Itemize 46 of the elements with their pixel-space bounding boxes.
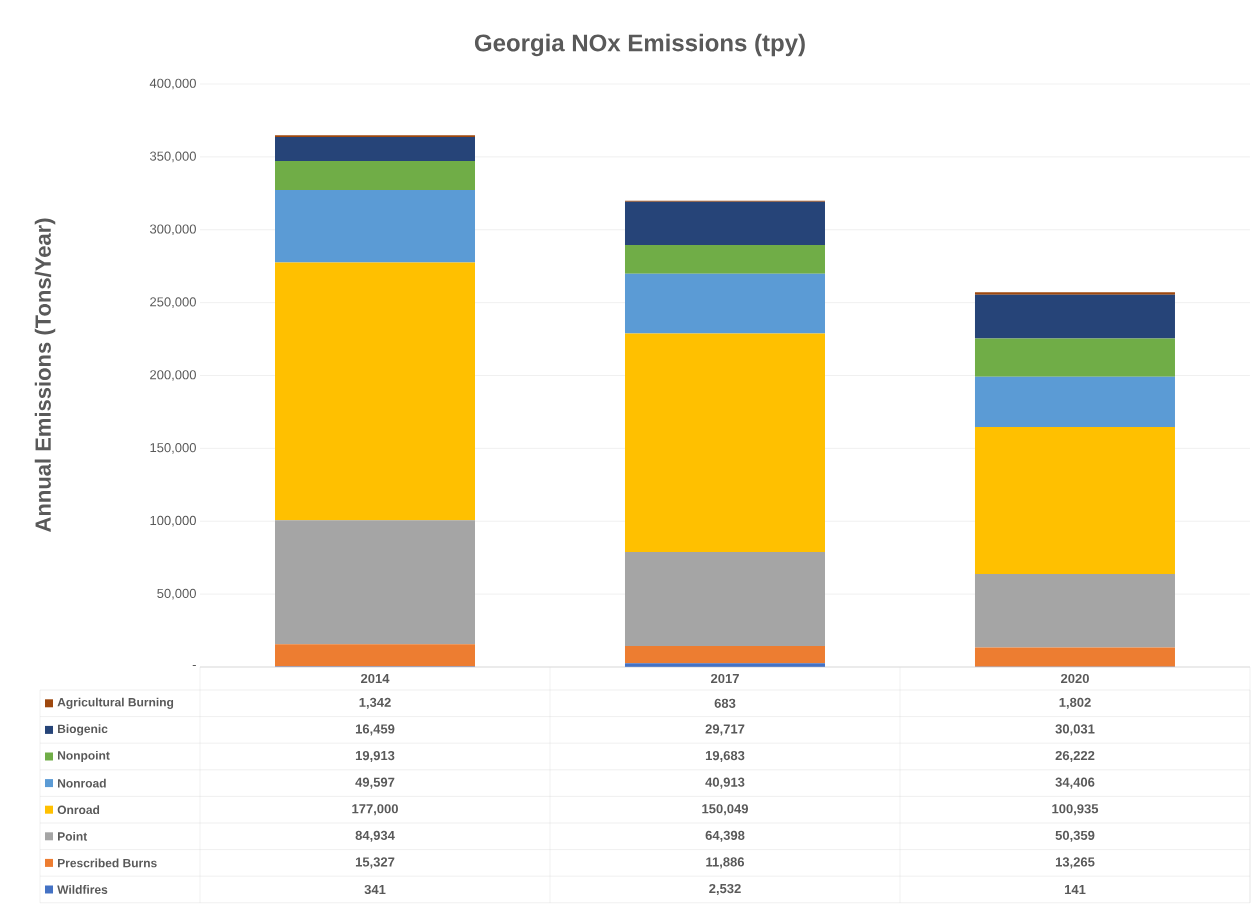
data-label: 29,717 (705, 724, 745, 736)
y-tick-label: 100,000 (150, 515, 196, 527)
legend-label: Nonroad (58, 778, 106, 788)
data-label: 341 (364, 884, 386, 895)
data-label: 15,327 (355, 857, 395, 869)
y-tick-label: 250,000 (150, 297, 196, 308)
legend-label: Prescribed Burns (58, 858, 157, 868)
y-tick-label: 350,000 (149, 151, 196, 163)
data-label: 141 (1064, 885, 1086, 894)
legend-label: Wildfires (57, 885, 108, 894)
y-tick-label: 200,000 (150, 370, 196, 381)
x-tick-label: 2020 (1061, 673, 1089, 684)
data-label: 64,398 (705, 830, 745, 842)
data-label: 13,265 (1055, 857, 1095, 869)
legend-label: Point (58, 831, 88, 841)
data-label: 19,913 (355, 750, 395, 763)
data-label: 84,934 (355, 830, 395, 842)
y-tick-label: - (192, 665, 196, 667)
y-tick-label: 150,000 (150, 443, 196, 454)
legend-label: Agricultural Burning (57, 697, 174, 709)
legend-label: Biogenic (58, 724, 108, 736)
data-label: 19,683 (705, 750, 745, 763)
data-label: 40,913 (705, 777, 745, 789)
data-label: 11,886 (706, 857, 745, 869)
y-tick-label: 400,000 (149, 78, 196, 90)
data-label: 34,406 (1055, 777, 1095, 789)
data-label: 100,935 (1052, 804, 1099, 816)
data-label: 26,222 (1055, 750, 1095, 763)
data-label: 1,802 (1059, 697, 1091, 709)
legend-label: Onroad (57, 805, 100, 815)
x-tick-label: 2014 (361, 673, 390, 684)
data-label: 150,049 (702, 804, 749, 816)
legend-label: Nonpoint (58, 750, 110, 763)
data-label: 16,459 (355, 724, 395, 736)
data-label: 30,031 (1055, 724, 1095, 736)
data-label: 2,532 (709, 883, 741, 896)
y-tick-label: 300,000 (149, 224, 196, 236)
data-label: 1,342 (359, 697, 391, 709)
data-label: 683 (714, 698, 736, 708)
x-tick-label: 2017 (711, 673, 739, 684)
chart-title: Georgia NOx Emissions (tpy) (474, 33, 805, 57)
data-label: 49,597 (355, 777, 395, 789)
data-label: 50,359 (1055, 830, 1095, 842)
y-axis-title: Annual Emissions (Tons/Year) (34, 218, 56, 532)
y-tick-label: 50,000 (157, 588, 196, 600)
data-label: 177,000 (352, 804, 398, 816)
